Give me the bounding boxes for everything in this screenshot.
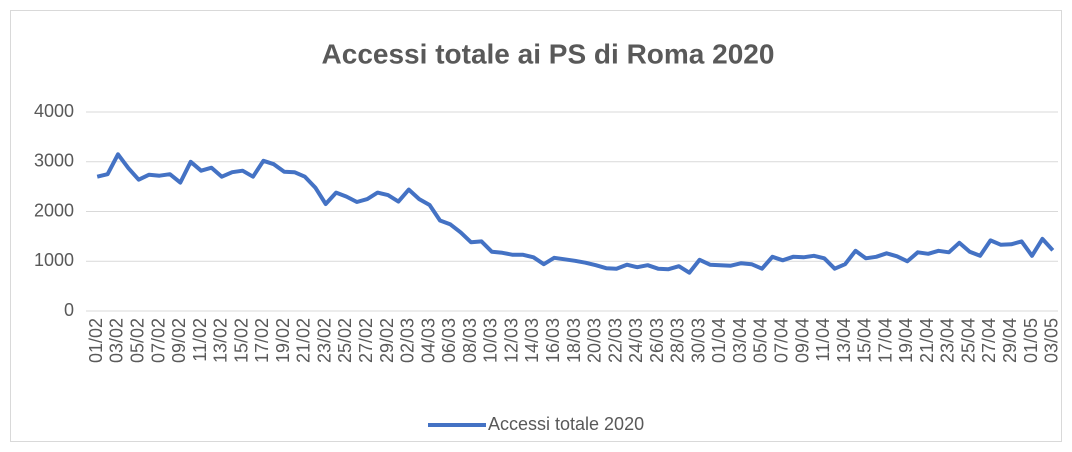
x-tick-label: 23/04	[938, 318, 958, 363]
x-tick-label: 12/03	[501, 318, 521, 363]
chart-border	[10, 10, 1062, 442]
x-tick-label: 15/02	[231, 318, 251, 363]
x-tick-label: 03/05	[1042, 318, 1062, 363]
x-tick-label: 05/02	[127, 318, 147, 363]
x-tick-label: 06/03	[439, 318, 459, 363]
x-tick-label: 13/02	[211, 318, 231, 363]
x-tick-label: 01/04	[709, 318, 729, 363]
x-tick-label: 23/02	[314, 318, 334, 363]
x-tick-label: 29/04	[1000, 318, 1020, 363]
x-tick-label: 25/04	[958, 318, 978, 363]
data-line	[96, 152, 1055, 275]
x-tick-label: 21/02	[294, 318, 314, 363]
x-tick-label: 09/04	[792, 318, 812, 363]
legend-label: Accessi totale 2020	[488, 414, 644, 434]
y-tick-label: 0	[64, 300, 74, 320]
x-tick-label: 02/03	[398, 318, 418, 363]
x-tick-label: 10/03	[481, 318, 501, 363]
x-tick-label: 11/02	[190, 318, 210, 362]
x-tick-label: 08/03	[460, 318, 480, 363]
x-tick-label: 01/05	[1021, 318, 1041, 363]
x-tick-label: 29/02	[377, 318, 397, 363]
x-tick-label: 03/02	[107, 318, 127, 363]
x-tick-label: 01/02	[86, 318, 106, 363]
chart-title: Accessi totale ai PS di Roma 2020	[322, 38, 775, 69]
x-tick-label: 19/04	[896, 318, 916, 363]
x-tick-label: 26/03	[647, 318, 667, 363]
x-tick-label: 17/02	[252, 318, 272, 363]
x-tick-label: 20/03	[585, 318, 605, 363]
x-tick-label: 21/04	[917, 318, 937, 363]
x-tick-label: 07/04	[771, 318, 791, 363]
x-tick-label: 11/04	[813, 318, 833, 362]
y-tick-label: 3000	[34, 151, 74, 171]
x-tick-label: 22/03	[605, 318, 625, 363]
x-tick-label: 07/02	[148, 318, 168, 363]
x-tick-label: 13/04	[834, 318, 854, 363]
x-tick-label: 18/03	[564, 318, 584, 363]
x-tick-label: 30/03	[688, 318, 708, 363]
x-tick-label: 03/04	[730, 318, 750, 363]
x-tick-label: 16/03	[543, 318, 563, 363]
x-tick-label: 19/02	[273, 318, 293, 363]
x-tick-label: 14/03	[522, 318, 542, 363]
y-tick-label: 4000	[34, 101, 74, 121]
x-tick-label: 04/03	[418, 318, 438, 363]
y-tick-label: 1000	[34, 250, 74, 270]
x-tick-label: 17/04	[875, 318, 895, 363]
x-tick-label: 27/02	[356, 318, 376, 363]
x-tick-label: 27/04	[979, 318, 999, 363]
x-tick-label: 09/02	[169, 318, 189, 363]
x-tick-label: 24/03	[626, 318, 646, 363]
x-tick-label: 15/04	[855, 318, 875, 363]
x-tick-label: 05/04	[751, 318, 771, 363]
x-tick-label: 28/03	[668, 318, 688, 363]
x-tick-label: 25/02	[335, 318, 355, 363]
y-tick-label: 2000	[34, 200, 74, 220]
